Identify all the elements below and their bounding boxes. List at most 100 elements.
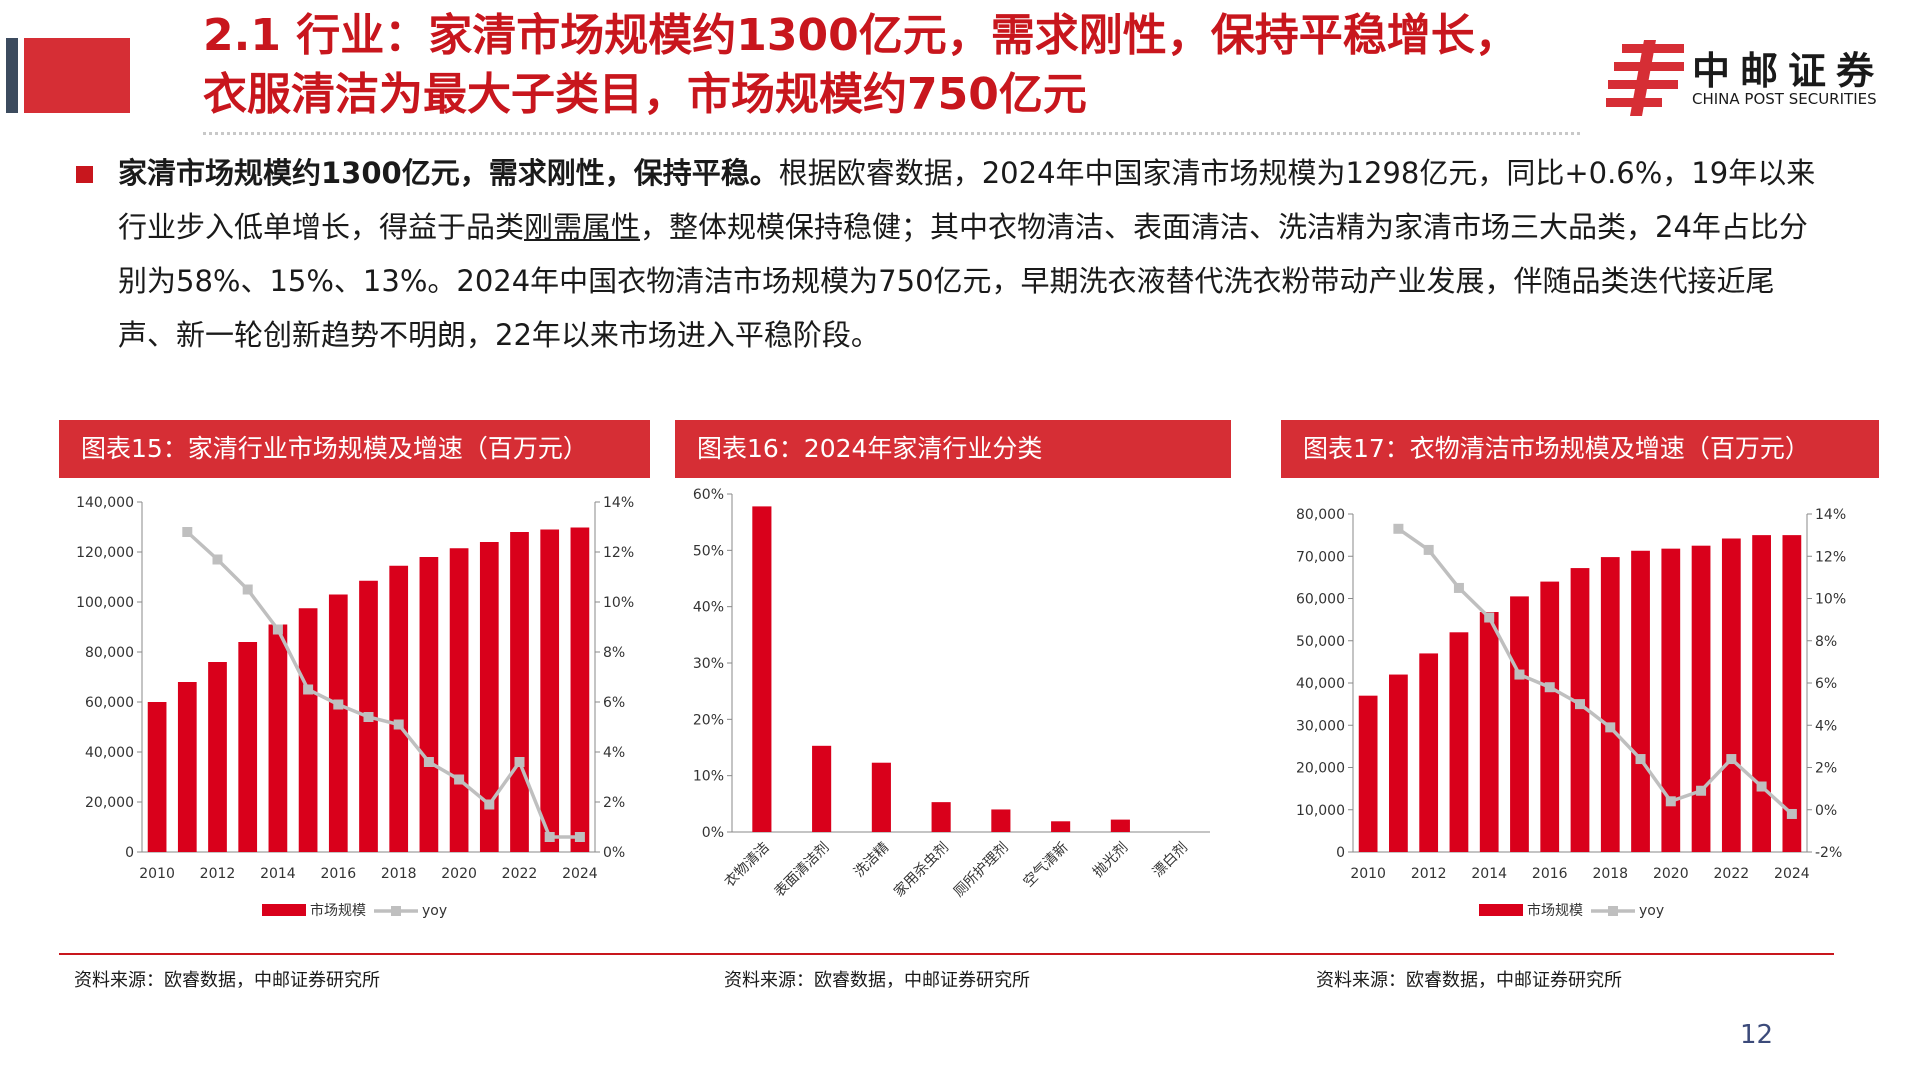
category-label: 表面清洁剂 [772,840,833,901]
legend-label-market-size: 市场规模 [310,902,366,919]
yoy-point [423,757,434,767]
left-tick-label: 20,000 [1296,761,1345,777]
yoy-point [1514,669,1525,680]
title-divider [203,132,1580,135]
yoy-point [1393,523,1404,534]
legend-label-yoy: yoy [422,903,447,919]
left-tick-label: 20,000 [85,795,134,811]
x-tick-label: 2014 [1471,866,1507,882]
category-label: 衣物清洁 [722,840,773,891]
bar-market-size [147,702,167,852]
bar-market-size [1449,632,1469,852]
body-lead-bold: 家清市场规模约1300亿元，需求刚性，保持平稳。 [118,156,779,190]
yoy-point [1665,796,1676,807]
yoy-point [484,799,495,810]
right-tick-label: 10% [603,595,634,611]
bar-category-share [752,506,772,832]
bar-market-size [298,608,318,852]
legend-label-market-size: 市场规模 [1527,902,1583,919]
yoy-point [1786,808,1797,819]
yoy-point [574,832,585,842]
bar-market-size [1358,695,1378,852]
bar-market-size [449,548,469,852]
left-tick-label: 40,000 [85,745,134,761]
page-title: 2.1 行业：家清市场规模约1300亿元，需求刚性，保持平稳增长，衣服清洁为最大… [203,10,1519,120]
bar-market-size [208,662,227,852]
left-tick-label: 0 [1336,845,1345,861]
right-tick-label: 10% [1815,592,1846,608]
y-tick-label: 0% [702,825,724,841]
left-tick-label: 0 [125,845,134,861]
bar-market-size [268,624,288,852]
legend-marker-yoy [1608,906,1618,916]
left-tick-label: 60,000 [85,695,134,711]
title-decoration-dark [6,38,18,113]
yoy-point [544,832,555,842]
bar-market-size [1721,538,1741,852]
bar-market-size [479,542,499,852]
logo-name-cn: 中邮证券 [1692,49,1885,93]
yoy-point [1544,682,1555,693]
x-tick-label: 2016 [320,866,356,882]
yoy-point [303,684,314,695]
left-tick-label: 100,000 [76,595,134,611]
x-tick-label: 2016 [1532,866,1568,882]
bar-market-size [1661,548,1681,852]
yoy-point [272,624,283,635]
right-tick-label: -2% [1815,845,1842,861]
left-tick-label: 60,000 [1296,592,1345,608]
yoy-point [363,712,374,722]
category-label: 空气清新 [1021,840,1072,891]
y-tick-label: 50% [693,543,724,559]
bar-market-size [1752,535,1771,852]
yoy-point [1605,722,1616,733]
chart15-title: 图表15：家清行业市场规模及增速（百万元） [59,420,650,478]
y-tick-label: 40% [693,600,724,616]
yoy-point [514,757,525,767]
yoy-point [1756,781,1767,792]
right-tick-label: 6% [603,695,625,711]
bar-market-size [1570,568,1590,852]
bar-category-share [1110,819,1130,832]
bar-market-size [1782,535,1802,852]
bar-market-size [570,527,590,852]
legend-label-yoy: yoy [1639,903,1664,919]
title-decoration-red [24,38,130,113]
chart17-title: 图表17：衣物清洁市场规模及增速（百万元） [1281,420,1879,478]
yoy-line [186,530,580,839]
category-label: 洗洁精 [851,840,892,881]
right-tick-label: 8% [603,645,625,661]
yoy-point [212,554,223,565]
bar-market-size [389,565,409,852]
x-tick-label: 2024 [562,866,598,882]
company-logo: 中邮证券 CHINA POST SECURITIES [1604,38,1900,118]
left-tick-label: 80,000 [1296,507,1345,523]
yoy-point [1635,754,1646,765]
left-tick-label: 40,000 [1296,676,1345,692]
body-text-part2: ，整体规模保持稳健；其中衣物清洁、表面清洁、洗洁精为家清市场三大品类，24年占比… [118,210,1808,352]
bar-market-size [1389,674,1408,852]
logo-name-en: CHINA POST SECURITIES [1692,90,1877,108]
left-tick-label: 140,000 [76,495,134,511]
body-paragraph: 家清市场规模约1300亿元，需求刚性，保持平稳。根据欧睿数据，2024年中国家清… [118,146,1830,362]
bar-category-share [1051,821,1071,832]
bar-category-share [871,762,891,832]
bar-market-size [510,532,529,852]
page-number: 12 [1740,1020,1774,1050]
right-tick-label: 14% [603,495,634,511]
bar-market-size [328,594,348,852]
right-tick-label: 0% [603,845,625,861]
yoy-point [1453,582,1464,593]
bar-market-size [419,557,439,852]
bar-category-share [812,745,832,832]
footer-divider [59,953,1834,955]
x-tick-label: 2010 [139,866,175,882]
chart15-source: 资料来源：欧睿数据，中邮证券研究所 [74,970,380,991]
right-tick-label: 2% [1815,761,1837,777]
x-tick-label: 2022 [502,866,538,882]
chart15-market-size: 0 20,000 40,000 60,000 80,000 100,000 120,000 1… [76,495,634,919]
bar-category-share [991,809,1011,832]
x-tick-label: 2020 [441,866,477,882]
x-tick-label: 2012 [1411,866,1447,882]
category-label: 家用杀虫剂 [890,839,952,901]
